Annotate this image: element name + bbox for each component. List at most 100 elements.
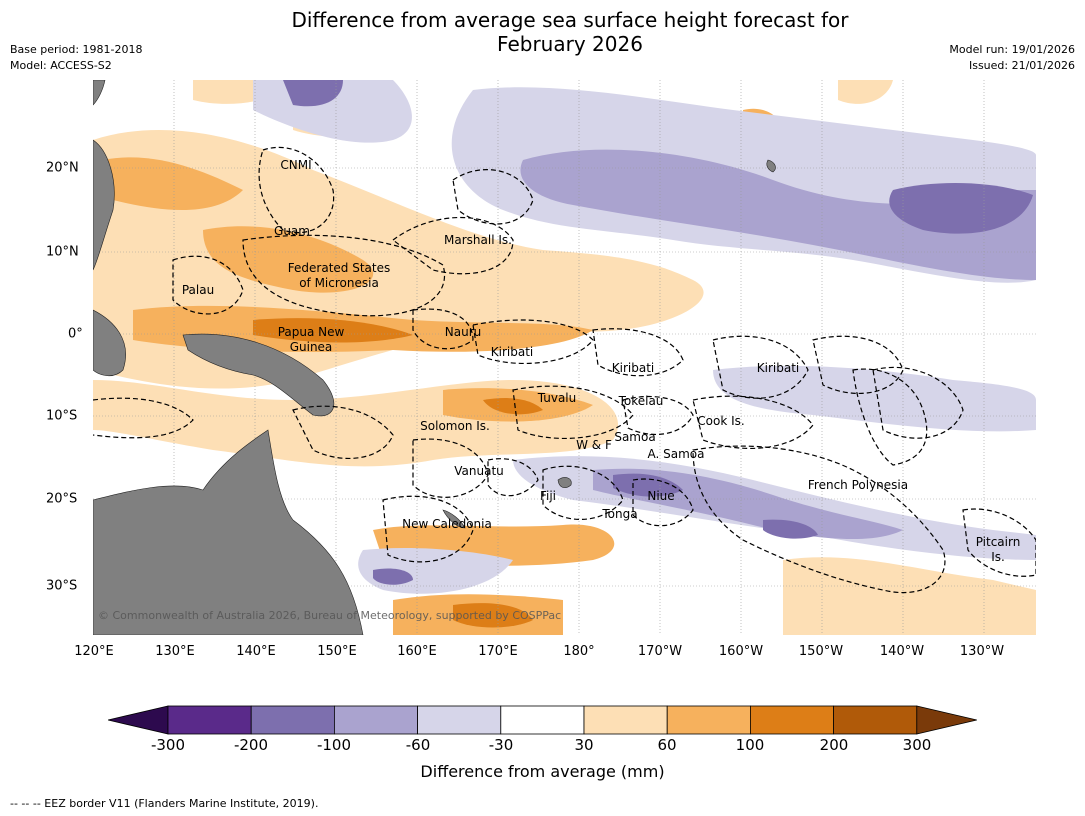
positive-zone: [203, 226, 374, 293]
colorbar-tick: -60: [405, 736, 431, 754]
lon-label-120e: 120°E: [74, 644, 114, 659]
colorbar-tick: 100: [735, 736, 765, 754]
place-label-samoa: Samoa: [614, 430, 656, 444]
colorbar-tick: 300: [902, 736, 932, 754]
eez-border: [412, 308, 474, 350]
colorbar-segment: [750, 705, 835, 735]
eez-border: [542, 465, 624, 521]
place-label-vanuatu: Vanuatu: [454, 464, 504, 478]
eez-footnote: -- -- -- EEZ border V11 (Flanders Marine…: [10, 797, 319, 810]
negative-zone: [283, 80, 343, 107]
colorbar-label: Difference from average (mm): [420, 762, 665, 781]
eez-border: [452, 169, 534, 225]
colorbar-segments: [108, 705, 977, 735]
copyright-notice: © Commonwealth of Australia 2026, Bureau…: [98, 609, 562, 622]
place-label-kiribati-west: Kiribati: [490, 345, 534, 359]
colorbar-tick: -300: [150, 736, 186, 754]
place-label-palau: Palau: [181, 283, 215, 297]
place-label-fsm-line2: of Micronesia: [299, 276, 379, 290]
eez-border: [852, 368, 928, 466]
lon-label-170w: 170°W: [637, 644, 683, 659]
eez-borders: [93, 146, 1036, 594]
base-period: Base period: 1981-2018: [10, 43, 143, 56]
place-label-fsm-line1: Federated States: [287, 261, 391, 275]
new-caledonia-landmass: [442, 509, 466, 529]
place-label-wallis-futuna: W & F: [576, 438, 612, 452]
colorbar-extension-low: [108, 705, 169, 735]
place-label-french-polynesia: French Polynesia: [807, 478, 909, 492]
place-label-solomon: Solomon Is.: [420, 419, 490, 433]
title-line-2: February 2026: [497, 32, 643, 56]
land-layer: [93, 80, 776, 635]
new-zealand-landmass: [93, 80, 106, 106]
colorbar-tick: 60: [657, 736, 677, 754]
eez-border: [472, 319, 594, 364]
lon-label-170e: 170°E: [478, 644, 518, 659]
map-title: Difference from average sea surface heig…: [0, 8, 1085, 56]
meta-left: Base period: 1981-2018 Model: ACCESS-S2: [10, 42, 142, 74]
eez-border: [712, 335, 809, 399]
place-label-png-line1: Papua New: [277, 325, 345, 339]
new-guinea-landmass: [182, 333, 335, 417]
eez-border: [382, 495, 474, 563]
fiji-landmass: [557, 477, 572, 489]
lon-label-180: 180°: [563, 644, 595, 659]
map-area: © Commonwealth of Australia 2026, Bureau…: [93, 80, 1036, 635]
negative-zone: [613, 473, 683, 497]
colorbar-tick: 200: [819, 736, 849, 754]
australia-landmass: [93, 429, 364, 635]
colorbar-segment: [583, 705, 668, 735]
model-run: Model run: 19/01/2026: [949, 43, 1075, 56]
colorbar-segment: [417, 705, 502, 735]
eez-border: [258, 146, 335, 234]
lat-label-30s: 30°S: [46, 578, 78, 594]
negative-zone: [520, 149, 1036, 280]
place-label-cnmi: CNMI: [280, 158, 312, 172]
eez-border: [592, 328, 684, 377]
negative-anomaly-layer: [253, 80, 1036, 594]
place-label-kiribati-central: Kiribati: [611, 361, 655, 375]
eez-border: [962, 508, 1036, 577]
eez-border: [242, 234, 446, 317]
eez-border: [391, 217, 514, 275]
place-label-fiji: Fiji: [539, 489, 557, 503]
negative-zone: [763, 519, 818, 539]
place-label-tokelau: Tokelau: [618, 394, 664, 408]
place-label-new-caledonia: New Caledonia: [402, 517, 492, 531]
place-label-png-line2: Guinea: [289, 340, 333, 354]
map-canvas: [93, 80, 1036, 635]
colorbar-tick: -100: [316, 736, 352, 754]
place-label-american-samoa: A. Samoa: [647, 447, 705, 461]
eez-border: [812, 335, 904, 395]
colorbar-tick: -30: [488, 736, 514, 754]
colorbar-tick: -200: [233, 736, 269, 754]
lat-label-0: 0°: [68, 326, 83, 342]
eez-border: [622, 395, 694, 436]
negative-zone: [889, 183, 1033, 234]
place-label-pitcairn-line1: Pitcairn: [975, 535, 1021, 549]
lon-label-150w: 150°W: [798, 644, 844, 659]
place-label-tonga: Tonga: [602, 507, 638, 521]
colorbar-segment: [500, 705, 585, 735]
positive-zone: [783, 557, 1036, 635]
issued-date: Issued: 21/01/2026: [968, 59, 1075, 72]
meta-right: Model run: 19/01/2026 Issued: 21/01/2026: [949, 42, 1075, 74]
place-label-nauru: Nauru: [444, 325, 482, 339]
colorbar-segment: [833, 705, 918, 735]
lon-label-160e: 160°E: [397, 644, 437, 659]
eez-border: [172, 255, 244, 315]
eez-border: [692, 445, 946, 594]
lon-label-140w: 140°W: [879, 644, 925, 659]
lon-label-150e: 150°E: [317, 644, 357, 659]
positive-zone: [103, 157, 243, 210]
eez-border: [487, 458, 539, 497]
place-label-pitcairn-line2: Is.: [991, 550, 1005, 564]
positive-zone: [453, 603, 533, 628]
hawaii-landmass: [766, 159, 776, 173]
eez-border: [93, 397, 194, 439]
philippines-landmass: [93, 139, 115, 271]
colorbar: [108, 705, 977, 735]
place-label-kiribati-east: Kiribati: [756, 361, 800, 375]
lat-label-10s: 10°S: [46, 408, 78, 424]
lon-label-130w: 130°W: [959, 644, 1005, 659]
